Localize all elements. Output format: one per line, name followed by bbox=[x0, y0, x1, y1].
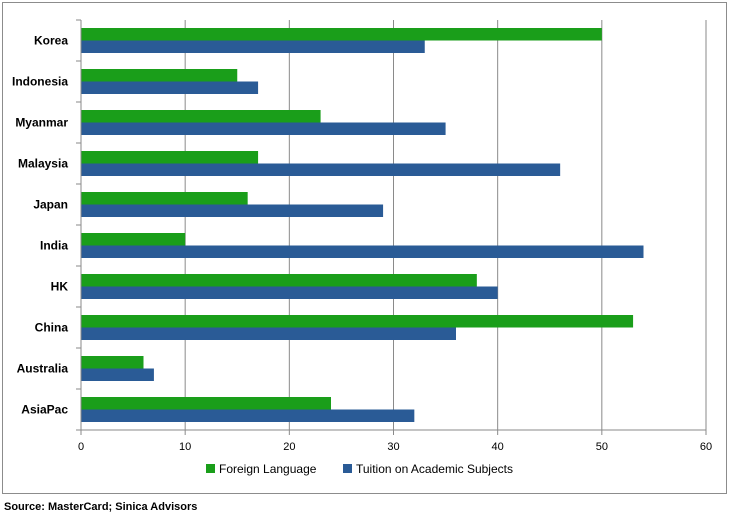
category-label: HK bbox=[51, 280, 69, 294]
bar-hk-tuition bbox=[81, 286, 498, 299]
legend: Foreign Language Tuition on Academic Subj… bbox=[206, 462, 513, 476]
legend-label: Tuition on Academic Subjects bbox=[356, 462, 513, 476]
bar-hk-foreign-language bbox=[81, 274, 477, 287]
bar-malaysia-foreign-language bbox=[81, 151, 259, 164]
bar-chart: 0 10 20 30 40 50 60 Korea Indonesia Myanmar Malays… bbox=[12, 19, 712, 476]
bar-myanmar-foreign-language bbox=[81, 110, 321, 123]
x-tick-label: 20 bbox=[283, 441, 295, 453]
x-tick-label: 50 bbox=[596, 441, 608, 453]
bar-china-tuition bbox=[81, 327, 456, 340]
bar-myanmar-tuition bbox=[81, 122, 446, 135]
bar-korea-tuition bbox=[81, 40, 425, 53]
legend-swatch bbox=[343, 464, 352, 473]
category-label: Indonesia bbox=[12, 75, 68, 89]
bar-india-tuition bbox=[81, 245, 644, 258]
x-tick-label: 60 bbox=[700, 441, 712, 453]
category-label: AsiaPac bbox=[21, 403, 68, 417]
x-tick-label: 40 bbox=[492, 441, 504, 453]
category-label: Japan bbox=[33, 198, 68, 212]
bar-japan-foreign-language bbox=[81, 192, 248, 205]
category-label: Myanmar bbox=[15, 116, 68, 130]
axes: 0 10 20 30 40 50 60 Korea Indonesia Myanmar Malays… bbox=[12, 19, 712, 453]
legend-swatch bbox=[206, 464, 215, 473]
x-tick-label: 30 bbox=[387, 441, 399, 453]
category-label: China bbox=[35, 321, 69, 335]
bar-indonesia-tuition bbox=[81, 81, 259, 94]
category-label: Korea bbox=[34, 34, 68, 48]
bar-malaysia-tuition bbox=[81, 163, 561, 176]
bar-asiapac-tuition bbox=[81, 409, 415, 422]
bar-asiapac-foreign-language bbox=[81, 397, 331, 410]
bar-australia-tuition bbox=[81, 368, 154, 381]
grid-lines bbox=[184, 20, 707, 430]
bar-japan-tuition bbox=[81, 204, 384, 217]
x-tick-label: 10 bbox=[179, 441, 191, 453]
x-tick-label: 0 bbox=[78, 441, 84, 453]
legend-label: Foreign Language bbox=[219, 462, 317, 476]
bar-china-foreign-language bbox=[81, 315, 634, 328]
bar-korea-foreign-language bbox=[81, 28, 602, 41]
category-label: India bbox=[40, 239, 68, 253]
category-label: Australia bbox=[17, 362, 69, 376]
bar-india-foreign-language bbox=[81, 233, 186, 246]
bar-australia-foreign-language bbox=[81, 356, 144, 369]
bars bbox=[81, 28, 644, 422]
category-label: Malaysia bbox=[18, 157, 68, 171]
bar-indonesia-foreign-language bbox=[81, 69, 238, 82]
source-note: Source: MasterCard; Sinica Advisors bbox=[4, 501, 198, 513]
